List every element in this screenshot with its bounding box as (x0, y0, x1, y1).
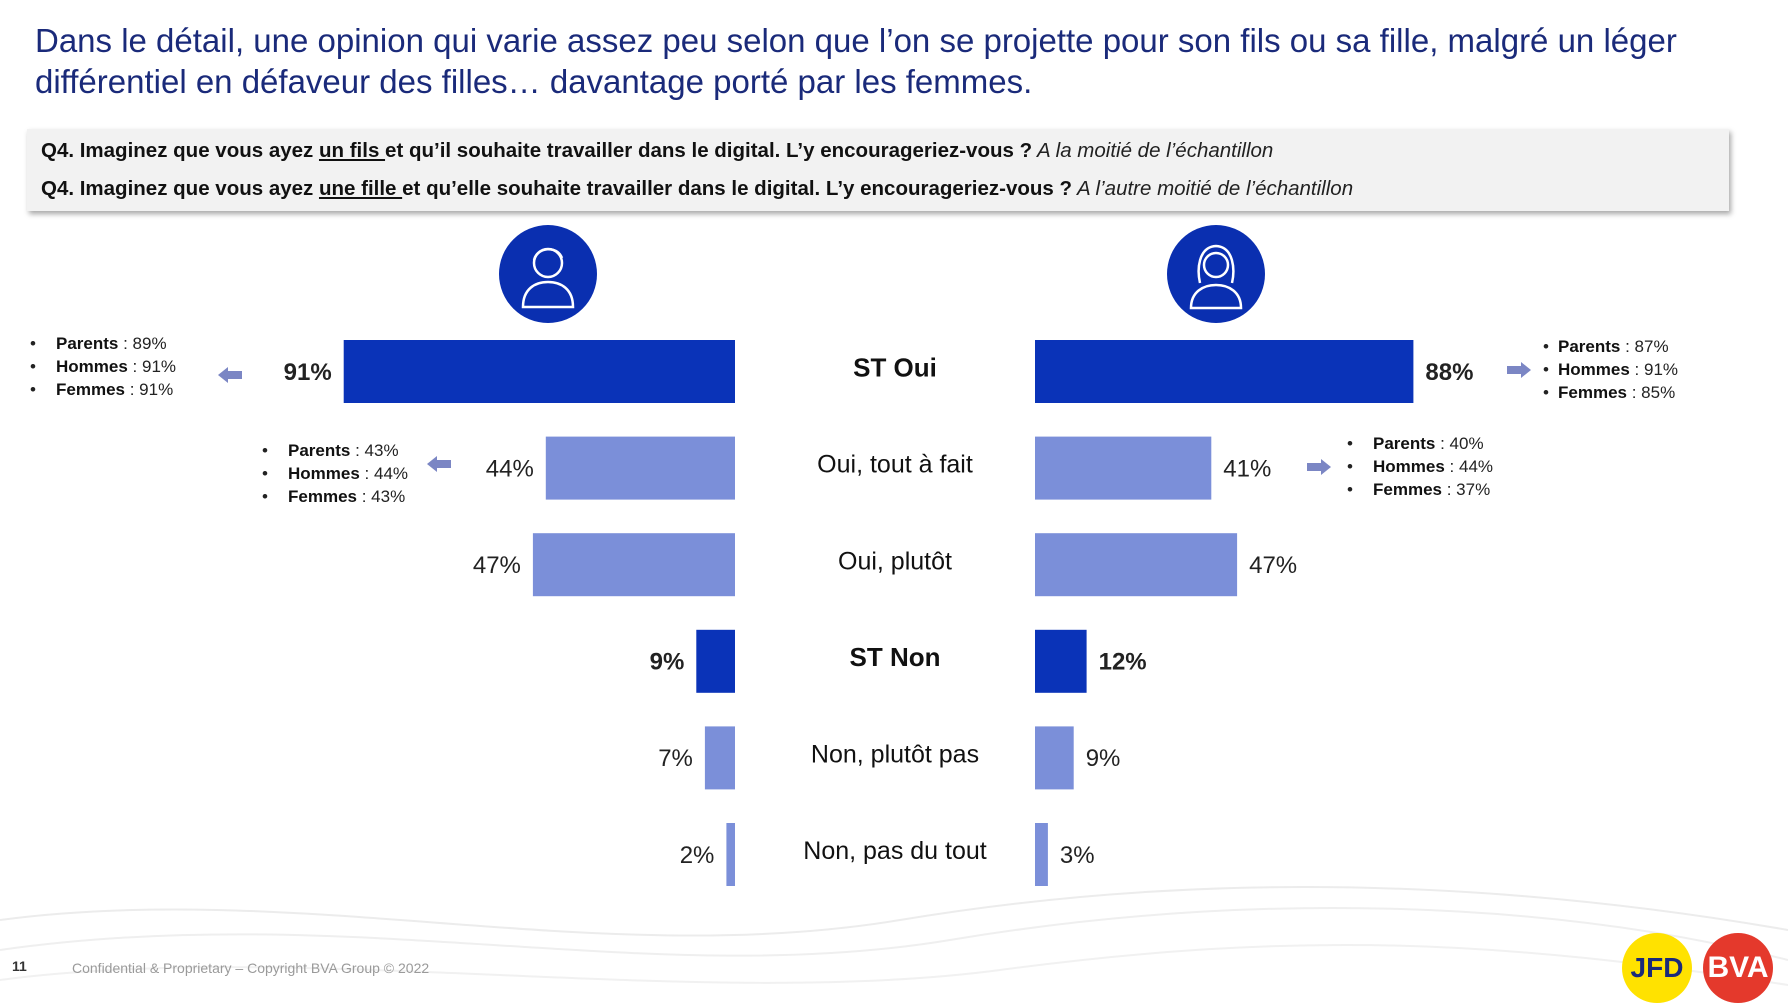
page-title: Dans le détail, une opinion qui varie as… (35, 22, 1677, 100)
question-daughter-underlined: une fille (318, 177, 403, 200)
value-label-daughter: 41% (1223, 455, 1271, 482)
breakdown-row: • Femmes : 37% (1347, 480, 1491, 499)
female-person-icon (1167, 225, 1265, 323)
question-son-note: A la moitié de l’échantillon (1032, 139, 1274, 162)
bar-daughter (1035, 726, 1074, 790)
category-label: Oui, plutôt (838, 547, 952, 575)
bar-daughter (1035, 629, 1087, 693)
value-label-son: 7% (658, 745, 693, 772)
breakdown-daughter-st-oui: • Parents : 87% • Hommes : 91% • Femmes : 8… (1543, 335, 1678, 404)
bva-logo: BVA (1703, 933, 1773, 1003)
arrow-left-icon (218, 367, 242, 383)
breakdown-row: • Hommes : 44% (262, 464, 409, 483)
breakdown-row: • Parents : 89% (30, 334, 167, 353)
value-label-son: 9% (650, 649, 685, 676)
category-label: ST Non (850, 642, 941, 672)
bar-son (704, 726, 735, 790)
question-daughter: Q4. Imaginez que vous ayez une fille et … (41, 177, 1353, 201)
category-label: ST Oui (853, 352, 937, 382)
bar-son (545, 436, 735, 500)
page-number: 11 (12, 958, 27, 974)
bar-son (343, 340, 735, 403)
question-son-underlined: un fils (318, 139, 386, 162)
value-label-son: 44% (486, 455, 534, 482)
breakdown-row: • Hommes : 91% (30, 357, 177, 376)
breakdown-daughter-tout-a-fait: • Parents : 40% • Hommes : 44% • Femmes : 3… (1347, 432, 1493, 501)
jfd-logo: JFD (1622, 933, 1692, 1003)
breakdown-row: • Parents : 43% (262, 441, 399, 460)
arrow-left-icon (427, 456, 451, 472)
breakdown-son-tout-a-fait: • Parents : 43% • Hommes : 44% • Femmes : 4… (262, 439, 408, 508)
value-label-son: 2% (680, 842, 715, 869)
value-label-daughter: 12% (1099, 649, 1147, 676)
value-label-daughter: 47% (1249, 552, 1297, 579)
category-label: Non, pas du tout (803, 837, 987, 865)
question-daughter-note: A l’autre moitié de l’échantillon (1072, 177, 1354, 200)
question-box: Q4. Imaginez que vous ayez un fils et qu… (27, 129, 1729, 211)
category-label: Non, plutôt pas (811, 741, 979, 769)
breakdown-son-st-oui: • Parents : 89% • Hommes : 91% • Femmes : 9… (30, 332, 176, 401)
value-label-son: 47% (473, 552, 521, 579)
confidential-notice: Confidential & Proprietary – Copyright B… (72, 960, 430, 976)
category-label: Oui, tout à fait (817, 451, 973, 479)
breakdown-row: • Parents : 40% (1347, 434, 1484, 453)
breakdown-row: • Parents : 87% (1543, 337, 1669, 356)
bar-son (532, 533, 735, 597)
breakdown-row: • Femmes : 43% (262, 487, 406, 506)
bar-daughter (1035, 823, 1048, 886)
breakdown-row: • Femmes : 85% (1543, 383, 1676, 402)
value-label-daughter: 9% (1086, 745, 1121, 772)
value-label-daughter: 88% (1425, 359, 1473, 386)
breakdown-row: • Hommes : 91% (1543, 360, 1679, 379)
arrow-right-icon (1507, 362, 1531, 378)
male-person-icon (499, 225, 597, 323)
question-daughter-rest: et qu’elle souhaite travailler dans le d… (402, 177, 1073, 200)
arrow-right-icon (1307, 459, 1331, 475)
bar-son (696, 629, 735, 693)
bar-daughter (1035, 533, 1238, 597)
question-son-rest: et qu’il souhaite travailler dans le dig… (385, 139, 1033, 162)
bar-daughter (1035, 436, 1212, 500)
value-label-daughter: 3% (1060, 842, 1095, 869)
question-daughter-prefix: Q4. Imaginez que vous ayez (41, 177, 319, 200)
question-son-prefix: Q4. Imaginez que vous ayez (41, 139, 319, 162)
question-son: Q4. Imaginez que vous ayez un fils et qu… (41, 139, 1273, 163)
value-label-son: 91% (284, 359, 332, 386)
background-wave-decoration (0, 886, 1788, 986)
breakdown-row: • Hommes : 44% (1347, 457, 1494, 476)
bar-son (726, 823, 735, 886)
bar-daughter (1035, 340, 1414, 403)
butterfly-bar-chart: ST Oui 91% 88% Oui, tout à fait 44% 41% Oui, p… (284, 340, 1473, 886)
breakdown-row: • Femmes : 91% (30, 380, 174, 399)
